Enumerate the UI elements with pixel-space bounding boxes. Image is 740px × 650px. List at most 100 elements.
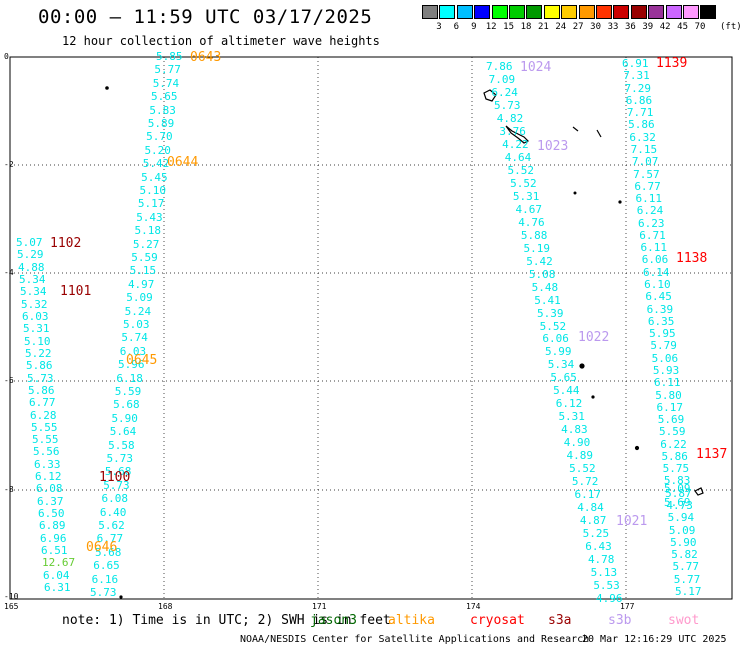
wave-height-value: 6.45 bbox=[645, 290, 672, 304]
wave-height-value: 6.18 bbox=[116, 371, 143, 385]
island-outline bbox=[483, 89, 497, 102]
wave-height-value: 5.74 bbox=[152, 76, 180, 90]
wave-height-value: 4.84 bbox=[577, 501, 604, 515]
wave-height-value: 5.09 bbox=[126, 291, 153, 305]
wave-height-value: 5.19 bbox=[523, 241, 551, 255]
y-tick-label: 0 bbox=[4, 52, 9, 61]
wave-height-value: 6.10 bbox=[644, 278, 671, 292]
wave-height-value: 5.72 bbox=[571, 475, 599, 489]
time-label: 0645 bbox=[126, 353, 158, 368]
wave-height-value: 5.68 bbox=[113, 398, 140, 412]
wave-height-value: 5.90 bbox=[670, 535, 697, 549]
wave-height-value: 5.74 bbox=[121, 331, 148, 345]
colorbar-swatch bbox=[526, 5, 543, 19]
colorbar-swatch bbox=[630, 5, 647, 19]
wave-height-value: 6.03 bbox=[119, 344, 147, 358]
wave-height-value: 6.86 bbox=[625, 93, 653, 107]
wave-height-value: 6.50 bbox=[38, 507, 65, 521]
wave-height-value: 5.10 bbox=[24, 334, 51, 348]
wave-height-value: 5.20 bbox=[144, 143, 171, 157]
wave-height-value: 5.52 bbox=[507, 163, 534, 177]
wave-height-value: 6.11 bbox=[654, 376, 681, 390]
wave-height-value: 5.86 bbox=[628, 118, 655, 132]
wave-height-value: 7.57 bbox=[633, 167, 660, 181]
time-label: 1023 bbox=[537, 139, 569, 154]
wave-height-value: 5.31 bbox=[512, 189, 540, 203]
wave-height-value: 5.93 bbox=[652, 363, 680, 377]
wave-height-value: 4.22 bbox=[502, 137, 529, 151]
wave-height-value: 5.65 bbox=[151, 90, 178, 104]
page-subtitle: 12 hour collection of altimeter wave hei… bbox=[62, 34, 380, 48]
colorbar-swatch bbox=[491, 5, 508, 19]
wave-height-value: 5.09 bbox=[668, 523, 696, 537]
wave-height-value: 5.86 bbox=[26, 359, 53, 373]
wave-height-value: 5.52 bbox=[510, 176, 537, 190]
colorbar-swatch bbox=[596, 5, 612, 19]
wave-height-value: 5.44 bbox=[553, 384, 580, 398]
wave-height-value: 6.16 bbox=[91, 572, 119, 586]
wave-height-value: 6.17 bbox=[656, 400, 684, 414]
colorbar-swatch bbox=[543, 5, 560, 19]
wave-height-value: 5.68 bbox=[104, 465, 132, 479]
wave-height-value: 5.07 bbox=[16, 236, 43, 249]
wave-height-value: 5.89 bbox=[147, 117, 175, 130]
wave-height-value: 5.42 bbox=[526, 254, 553, 268]
colorbar-swatch bbox=[561, 5, 578, 19]
time-label: 0643 bbox=[190, 50, 222, 65]
wave-height-value: 5.73 bbox=[103, 478, 130, 492]
wave-height-value: 5.56 bbox=[33, 445, 60, 459]
wave-height-value: 6.31 bbox=[44, 581, 71, 594]
wave-height-value: 6.23 bbox=[638, 216, 665, 230]
wave-height-value: 5.45 bbox=[141, 170, 168, 184]
x-tick-label: 168 bbox=[158, 602, 173, 611]
y-tick-label: -4 bbox=[4, 268, 14, 277]
colorbar-swatch bbox=[613, 5, 630, 19]
wave-height-value: 6.03 bbox=[22, 309, 49, 323]
wave-height-value: 5.88 bbox=[520, 228, 548, 242]
wave-height-value: 4.88 bbox=[18, 260, 45, 274]
wave-height-value: 6.96 bbox=[40, 531, 67, 545]
wave-height-value: 5.52 bbox=[539, 319, 567, 333]
legend-item-s3a: s3a bbox=[548, 613, 572, 628]
wave-height-value: 6.77 bbox=[29, 396, 56, 410]
wave-height-value: 5.77 bbox=[672, 560, 700, 574]
wave-height-value: 6.71 bbox=[639, 228, 666, 242]
colorbar-label: 18 bbox=[520, 22, 532, 32]
time-label: 1137 bbox=[696, 447, 728, 462]
footer-credit: NOAA/NESDIS Center for Satellite Applica… bbox=[240, 634, 590, 645]
wave-height-value: 5.55 bbox=[31, 420, 58, 434]
wave-height-value: 5.86 bbox=[661, 449, 688, 463]
wave-height-value: 5.09 bbox=[664, 482, 691, 495]
wave-height-value: 5.58 bbox=[108, 438, 135, 452]
colorbar-swatch bbox=[509, 5, 525, 19]
wave-height-value: 5.22 bbox=[25, 346, 52, 360]
note-text: note: 1) Time is in UTC; 2) SWH is in fe… bbox=[62, 613, 391, 628]
island-marker bbox=[573, 191, 577, 195]
wave-height-value: 7.31 bbox=[623, 69, 650, 83]
wave-height-value: 5.48 bbox=[531, 280, 559, 294]
colorbar-swatch bbox=[422, 5, 438, 19]
wave-height-value: 6.28 bbox=[30, 408, 57, 422]
wave-height-value: 5.27 bbox=[132, 237, 160, 251]
wave-height-value: 5.73 bbox=[27, 371, 54, 385]
wave-height-value: 5.34 bbox=[19, 272, 46, 286]
wave-height-value: 6.65 bbox=[93, 559, 120, 573]
time-label: 1102 bbox=[50, 236, 82, 251]
wave-height-value: 7.86 bbox=[486, 60, 513, 73]
x-tick-label: 174 bbox=[466, 602, 481, 611]
wave-height-value: 4.73 bbox=[666, 499, 693, 513]
colorbar-swatch bbox=[648, 5, 665, 19]
wave-height-value: 6.08 bbox=[101, 492, 129, 506]
wave-height-value: 6.08 bbox=[36, 482, 63, 496]
colorbar-swatch bbox=[439, 5, 456, 19]
wave-height-value: 6.06 bbox=[641, 253, 669, 267]
wave-height-value: 5.34 bbox=[547, 358, 575, 372]
colorbar-label: 24 bbox=[555, 22, 567, 32]
island-outline bbox=[572, 126, 579, 132]
wave-height-value: 6.24 bbox=[491, 85, 518, 99]
wave-height-value: 5.69 bbox=[664, 496, 691, 509]
wave-height-value: 5.62 bbox=[98, 519, 125, 532]
wave-height-value: 4.89 bbox=[566, 449, 593, 463]
wave-height-value: 6.22 bbox=[660, 437, 687, 451]
wave-height-value: 5.99 bbox=[545, 345, 572, 359]
